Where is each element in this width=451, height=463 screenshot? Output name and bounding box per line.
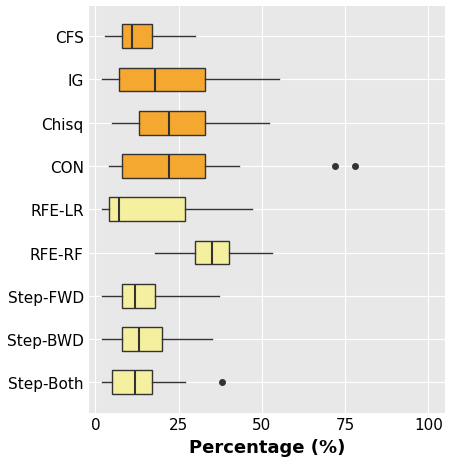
- PathPatch shape: [122, 284, 155, 308]
- PathPatch shape: [119, 69, 205, 92]
- PathPatch shape: [195, 241, 228, 265]
- PathPatch shape: [138, 112, 205, 135]
- PathPatch shape: [122, 155, 205, 179]
- PathPatch shape: [112, 371, 152, 394]
- X-axis label: Percentage (%): Percentage (%): [188, 438, 344, 456]
- PathPatch shape: [108, 198, 185, 222]
- PathPatch shape: [122, 327, 161, 351]
- PathPatch shape: [122, 25, 152, 49]
